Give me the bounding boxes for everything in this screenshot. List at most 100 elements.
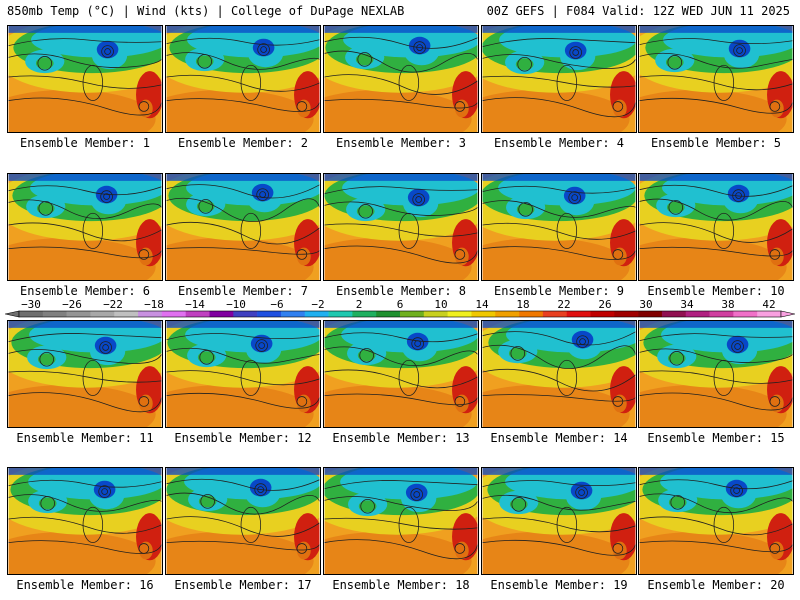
ensemble-panel: Ensemble Member: 15	[638, 320, 794, 445]
ensemble-member-label: Ensemble Member:	[335, 136, 459, 150]
ensemble-panel: Ensemble Member: 8	[323, 173, 479, 298]
ensemble-panel: Ensemble Member: 4	[481, 25, 637, 150]
map-title: 850mb Temp (°C) | Wind (kts) | College o…	[7, 4, 405, 18]
ensemble-member-caption: Ensemble Member: 20	[638, 578, 794, 592]
temperature-map	[481, 320, 637, 428]
ensemble-member-number: 3	[458, 136, 467, 150]
colorbar-swatch	[423, 311, 448, 317]
ensemble-member-number: 13	[455, 431, 470, 445]
colorbar-swatch	[352, 311, 377, 317]
colorbar-tick-label: −14	[185, 298, 205, 311]
temperature-map	[323, 25, 479, 133]
colorbar-swatch	[66, 311, 91, 317]
colorbar-right-arrow	[780, 310, 795, 318]
ensemble-member-label: Ensemble Member:	[332, 578, 456, 592]
temperature-map	[638, 320, 794, 428]
colorbar-tick-label: 42	[762, 298, 775, 311]
ensemble-member-caption: Ensemble Member: 12	[165, 431, 321, 445]
colorbar-swatch	[19, 311, 44, 317]
ensemble-member-label: Ensemble Member:	[19, 136, 143, 150]
ensemble-member-caption: Ensemble Member: 14	[481, 431, 637, 445]
ensemble-member-number: 11	[139, 431, 154, 445]
colorbar-swatch	[209, 311, 234, 317]
ensemble-member-label: Ensemble Member:	[647, 578, 771, 592]
ensemble-member-caption: Ensemble Member: 2	[165, 136, 321, 150]
ensemble-member-caption: Ensemble Member: 19	[481, 578, 637, 592]
temperature-map	[7, 320, 163, 428]
colorbar-swatch	[114, 311, 139, 317]
ensemble-member-number: 16	[139, 578, 154, 592]
colorbar-swatch	[400, 311, 425, 317]
temperature-map	[165, 320, 321, 428]
colorbar-swatch	[495, 311, 520, 317]
colorbar-tick-label: −30	[21, 298, 41, 311]
ensemble-member-number: 6	[142, 284, 151, 298]
ensemble-member-label: Ensemble Member:	[174, 431, 298, 445]
ensemble-member-caption: Ensemble Member: 16	[7, 578, 163, 592]
colorbar-swatch	[757, 311, 782, 317]
colorbar-tick-label: 6	[397, 298, 404, 311]
colorbar-tick-label: 2	[356, 298, 363, 311]
colorbar-tick-label: 18	[516, 298, 529, 311]
colorbar-tick-label: −6	[270, 298, 283, 311]
colorbar-swatch	[661, 311, 687, 317]
ensemble-panel: Ensemble Member: 1	[7, 25, 163, 150]
colorbar-swatch	[90, 311, 115, 317]
temperature-map	[481, 467, 637, 575]
temperature-map	[323, 467, 479, 575]
colorbar-swatch	[161, 311, 186, 317]
ensemble-member-label: Ensemble Member:	[177, 284, 301, 298]
colorbar-swatch	[257, 311, 282, 317]
ensemble-panel: Ensemble Member: 13	[323, 320, 479, 445]
ensemble-panel: Ensemble Member: 5	[638, 25, 794, 150]
ensemble-panel: Ensemble Member: 19	[481, 467, 637, 592]
ensemble-member-number: 18	[455, 578, 470, 592]
ensemble-member-label: Ensemble Member:	[490, 431, 614, 445]
ensemble-panel: Ensemble Member: 9	[481, 173, 637, 298]
ensemble-member-number: 4	[616, 136, 625, 150]
colorbar-tick-label: −22	[103, 298, 123, 311]
ensemble-member-label: Ensemble Member:	[647, 431, 771, 445]
temperature-map	[481, 25, 637, 133]
ensemble-panel: Ensemble Member: 10	[638, 173, 794, 298]
ensemble-member-label: Ensemble Member:	[493, 284, 617, 298]
temperature-map	[638, 467, 794, 575]
ensemble-member-number: 19	[613, 578, 628, 592]
temperature-map	[7, 467, 163, 575]
ensemble-member-number: 5	[773, 136, 782, 150]
ensemble-panel: Ensemble Member: 3	[323, 25, 479, 150]
ensemble-member-caption: Ensemble Member: 1	[7, 136, 163, 150]
colorbar-swatch	[328, 311, 353, 317]
temperature-map	[323, 320, 479, 428]
ensemble-member-number: 14	[613, 431, 628, 445]
colorbar-tick-label: 34	[680, 298, 694, 311]
ensemble-member-number: 2	[300, 136, 309, 150]
ensemble-panel: Ensemble Member: 17	[165, 467, 321, 592]
temperature-map	[481, 173, 637, 281]
temperature-map	[323, 173, 479, 281]
ensemble-member-number: 20	[770, 578, 785, 592]
colorbar-swatch	[471, 311, 496, 317]
colorbar-tick-label: −10	[226, 298, 246, 311]
ensemble-panel: Ensemble Member: 11	[7, 320, 163, 445]
colorbar-swatch	[685, 311, 710, 317]
colorbar-swatch	[590, 311, 615, 317]
ensemble-member-caption: Ensemble Member: 15	[638, 431, 794, 445]
ensemble-member-label: Ensemble Member:	[647, 284, 771, 298]
ensemble-panel: Ensemble Member: 16	[7, 467, 163, 592]
ensemble-panel: Ensemble Member: 18	[323, 467, 479, 592]
colorbar-swatch	[614, 311, 639, 317]
ensemble-member-number: 9	[616, 284, 625, 298]
colorbar-tick-label: 22	[557, 298, 570, 311]
ensemble-panel: Ensemble Member: 2	[165, 25, 321, 150]
colorbar-tick-label: −2	[311, 298, 324, 311]
ensemble-member-label: Ensemble Member:	[332, 431, 456, 445]
colorbar-swatch	[138, 311, 163, 317]
ensemble-panel: Ensemble Member: 20	[638, 467, 794, 592]
ensemble-member-label: Ensemble Member:	[174, 578, 298, 592]
ensemble-member-caption: Ensemble Member: 5	[638, 136, 794, 150]
colorbar-swatch	[185, 311, 210, 317]
colorbar-swatch	[447, 311, 472, 317]
ensemble-panel: Ensemble Member: 7	[165, 173, 321, 298]
ensemble-member-label: Ensemble Member:	[490, 578, 614, 592]
